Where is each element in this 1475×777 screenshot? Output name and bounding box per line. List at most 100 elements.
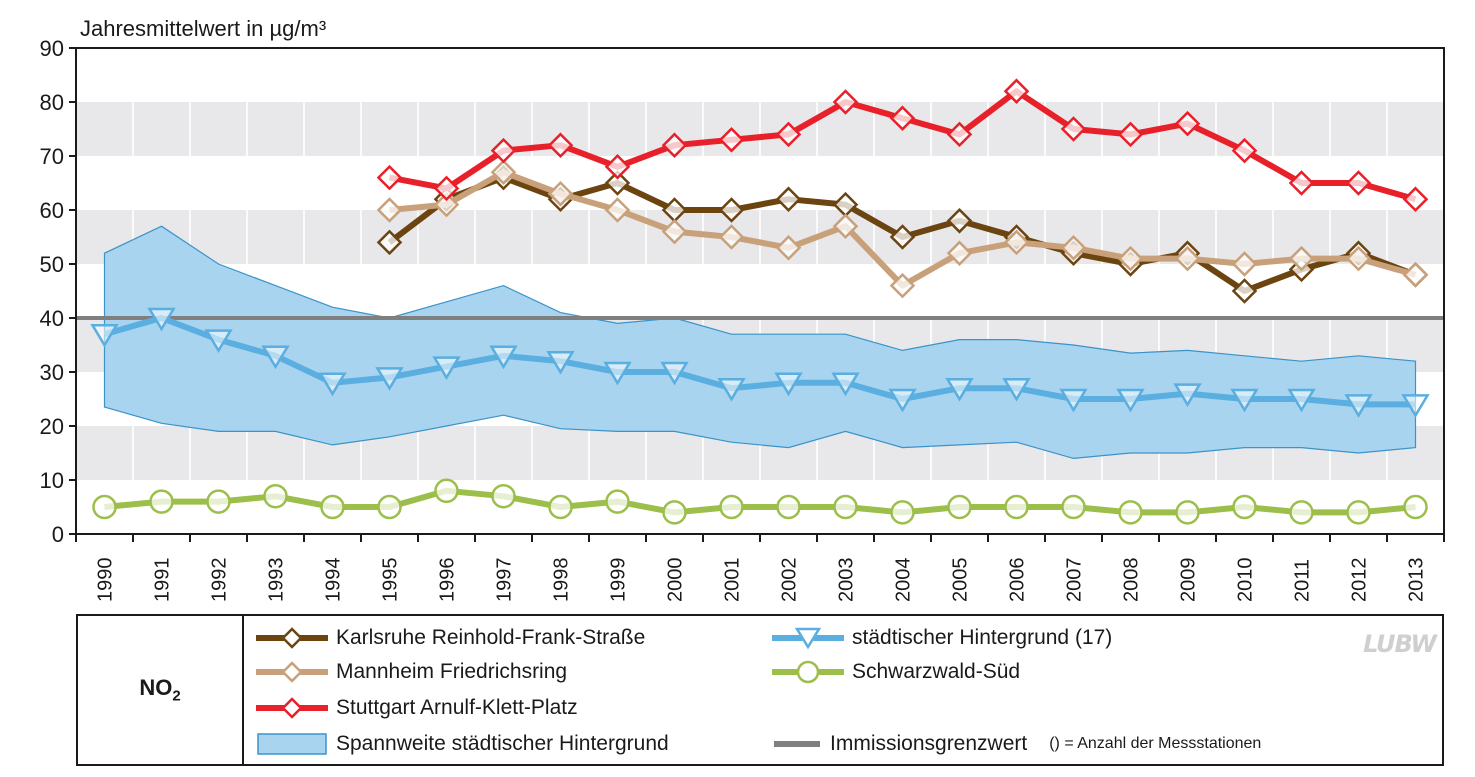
data-point — [1118, 500, 1143, 525]
x-tick-label: 2004 — [893, 558, 915, 603]
circle-marker-icon — [772, 660, 844, 684]
legend-item-stuttgart: Stuttgart Arnulf-Klett-Platz — [256, 696, 578, 720]
data-point — [604, 170, 631, 196]
data-point — [890, 500, 915, 525]
data-point — [718, 224, 745, 250]
data-point — [718, 197, 745, 223]
data-point — [1231, 278, 1258, 304]
data-point — [1345, 245, 1372, 272]
x-tick-label: 2003 — [836, 558, 858, 603]
x-tick-label: 2001 — [722, 558, 744, 603]
legend-label: Stuttgart Arnulf-Klett-Platz — [336, 696, 578, 719]
data-point — [889, 272, 916, 299]
y-tick-label: 30 — [40, 360, 64, 385]
data-point — [90, 323, 119, 348]
data-point — [776, 494, 801, 520]
series-Stuttgart Arnulf-Klett-Platz — [376, 78, 1429, 212]
data-point — [945, 377, 974, 402]
series-lines — [90, 78, 1430, 525]
y-tick-label: 20 — [40, 414, 64, 439]
pollutant-label: NO2 — [139, 675, 181, 705]
data-point — [433, 191, 460, 218]
legend-item-hintergrund: städtischer Hintergrund (17) — [772, 626, 1112, 650]
data-point — [376, 197, 403, 223]
data-point — [1117, 121, 1144, 148]
x-axis: 1990 1991 1992 1993 1994 1995 1996 1997 1998 1999… — [75, 534, 1445, 603]
data-point — [1004, 494, 1029, 520]
data-point — [376, 229, 403, 256]
data-point — [1059, 388, 1088, 413]
data-point — [489, 345, 518, 370]
x-tick-label: 1998 — [551, 558, 573, 603]
data-point — [375, 367, 404, 391]
data-point — [831, 372, 860, 397]
data-point — [718, 127, 745, 153]
series-städtischer Hintergrund (17) — [90, 307, 1430, 418]
data-point — [491, 483, 516, 509]
data-point — [1346, 500, 1371, 525]
limit-line-swatch-icon — [774, 741, 820, 747]
data-point — [147, 307, 176, 332]
data-point — [1003, 229, 1030, 256]
data-point — [889, 105, 916, 131]
data-point — [547, 181, 574, 207]
data-point — [1175, 500, 1200, 525]
data-point — [548, 494, 573, 520]
legend-label: städtischer Hintergrund (17) — [852, 626, 1113, 649]
x-tick-label: 2008 — [1121, 558, 1143, 603]
y-tick-label: 40 — [40, 306, 64, 331]
data-point — [946, 240, 973, 266]
data-point — [660, 361, 689, 386]
data-point — [546, 350, 575, 375]
data-point — [1174, 110, 1201, 137]
diamond-marker-icon — [256, 697, 328, 719]
y-axis: 0 10 20 30 40 50 60 70 80 90 — [40, 36, 76, 547]
x-tick-label: 2007 — [1064, 558, 1086, 603]
data-point — [434, 478, 459, 504]
data-point — [1403, 494, 1428, 520]
triangle-marker-icon — [772, 627, 844, 650]
data-point — [946, 121, 973, 148]
x-tick-label: 1993 — [266, 558, 288, 603]
x-tick-label: 1991 — [152, 558, 174, 603]
x-tick-label: 1996 — [437, 558, 459, 603]
data-point — [1402, 186, 1429, 212]
data-point — [775, 235, 802, 261]
data-point — [318, 372, 347, 397]
data-point — [376, 164, 403, 191]
x-tick-label: 2013 — [1406, 558, 1428, 603]
diamond-marker-icon — [256, 627, 328, 649]
data-point — [1344, 394, 1373, 418]
data-point — [604, 154, 631, 180]
legend-item-grenzwert: Immissionsgrenzwert () = Anzahl der Mess… — [772, 732, 1261, 756]
y-axis-title: Jahresmittelwert in µg/m³ — [80, 16, 326, 41]
diamond-marker-icon — [256, 661, 328, 683]
legend-item-mannheim: Mannheim Friedrichsring — [256, 660, 567, 684]
x-tick-label: 2005 — [950, 558, 972, 603]
data-point — [149, 489, 174, 514]
data-point — [204, 329, 233, 354]
legend-item-spannweite: Spannweite städtischer Hintergrund — [256, 732, 669, 756]
data-point — [1003, 78, 1030, 104]
x-tick-label: 1994 — [323, 558, 345, 603]
data-point — [1287, 388, 1316, 413]
x-tick-label: 1999 — [608, 558, 630, 603]
data-point — [1174, 245, 1201, 272]
data-point — [377, 494, 402, 520]
data-point — [1117, 245, 1144, 272]
data-point — [1231, 251, 1258, 277]
data-point — [1401, 394, 1430, 418]
x-tick-label: 1990 — [95, 558, 117, 603]
data-point — [662, 500, 687, 525]
data-point — [1289, 500, 1314, 525]
data-point — [603, 361, 632, 386]
x-tick-label: 2010 — [1235, 558, 1257, 603]
legend: NO2 Karlsruhe Reinhold-Frank-Straße Mann… — [76, 614, 1444, 766]
data-point — [604, 197, 631, 223]
data-point — [832, 213, 859, 239]
data-point — [605, 489, 630, 514]
data-point — [775, 186, 802, 212]
data-point — [832, 89, 859, 115]
data-point — [1002, 377, 1031, 402]
series-Mannheim Friedrichsring — [376, 159, 1429, 299]
